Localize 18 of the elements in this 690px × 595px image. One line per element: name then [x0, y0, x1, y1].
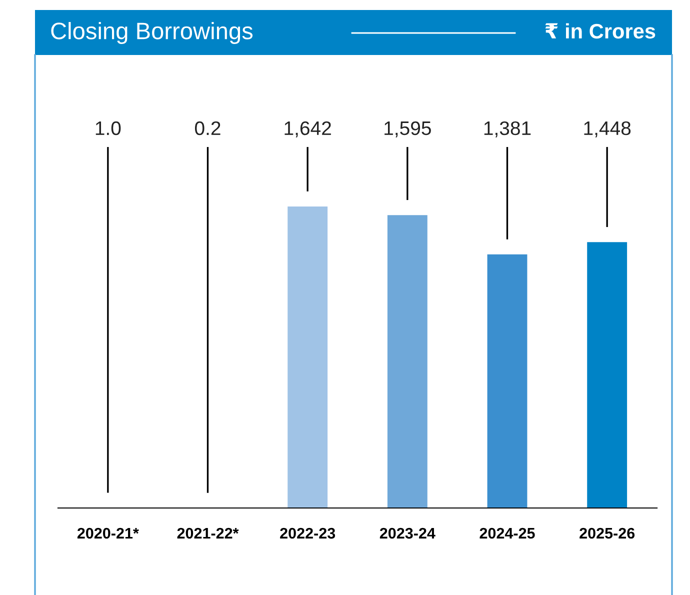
data-label: 1,448	[584, 121, 631, 138]
x-tick-label: 2025-26	[580, 528, 635, 539]
data-label: 1.0	[96, 121, 121, 136]
x-tick-label: 2021-22*	[177, 528, 239, 539]
chart-title: Closing Borrowings	[51, 22, 253, 44]
x-tick-label: 2023-24	[380, 528, 436, 539]
bar	[288, 206, 328, 508]
data-label: 0.2	[194, 121, 220, 136]
bar	[387, 215, 428, 508]
x-tick-label: 2020-21*	[77, 528, 139, 539]
chart-subtitle: ₹ in Crores	[545, 23, 656, 39]
data-label: 1,595	[384, 121, 431, 138]
bar	[487, 254, 528, 508]
x-tick-label: 2024-25	[480, 528, 535, 539]
data-label: 1,381	[484, 121, 531, 138]
x-tick-label: 2022-23	[280, 528, 336, 539]
data-label: 1,642	[284, 121, 331, 138]
bar	[587, 242, 628, 508]
